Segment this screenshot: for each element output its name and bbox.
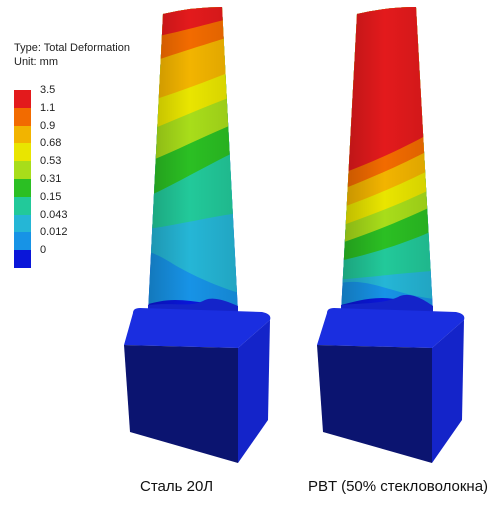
legend-swatch	[14, 90, 31, 108]
pbt-base-front	[317, 345, 432, 463]
steel-blade-model	[124, 7, 271, 463]
legend-swatch	[14, 232, 31, 251]
pbt-base-top	[317, 308, 465, 348]
pbt-blade-airfoil	[341, 7, 433, 313]
legend-value: 0	[40, 244, 47, 257]
legend-value: 0.31	[40, 172, 62, 185]
steel-base-front	[124, 345, 238, 463]
legend-swatch	[14, 143, 31, 162]
legend-swatch	[14, 161, 31, 179]
steel-blade-airfoil	[148, 7, 238, 313]
legend-swatch	[14, 250, 31, 268]
steel-base-side	[238, 320, 270, 463]
legend-swatch	[14, 107, 31, 126]
legend-value: 0.68	[40, 137, 62, 150]
legend-value: 0.043	[40, 208, 68, 221]
caption-steel: Сталь 20Л	[140, 478, 214, 495]
legend-value: 0.15	[40, 190, 62, 203]
legend-type-label: Type: Total Deformation	[14, 42, 130, 54]
legend-value: 0.53	[40, 155, 62, 168]
legend-value: 3.5	[40, 84, 56, 96]
legend-swatch	[14, 214, 31, 233]
legend-unit-label: Unit: mm	[14, 56, 58, 68]
legend-swatch	[14, 196, 31, 215]
steel-base-top	[124, 308, 271, 348]
legend-swatch	[14, 125, 31, 144]
pbt-base-side	[432, 320, 464, 463]
pbt-blade-model	[317, 7, 465, 463]
legend-value: 0.012	[40, 226, 68, 239]
legend-swatch	[14, 178, 31, 197]
legend-value: 0.9	[40, 119, 56, 132]
caption-pbt: PBT (50% стекловолокна)	[308, 478, 489, 495]
legend-value: 1.1	[40, 101, 56, 114]
legend-header: Type: Total Deformation Unit: mm	[14, 41, 130, 69]
